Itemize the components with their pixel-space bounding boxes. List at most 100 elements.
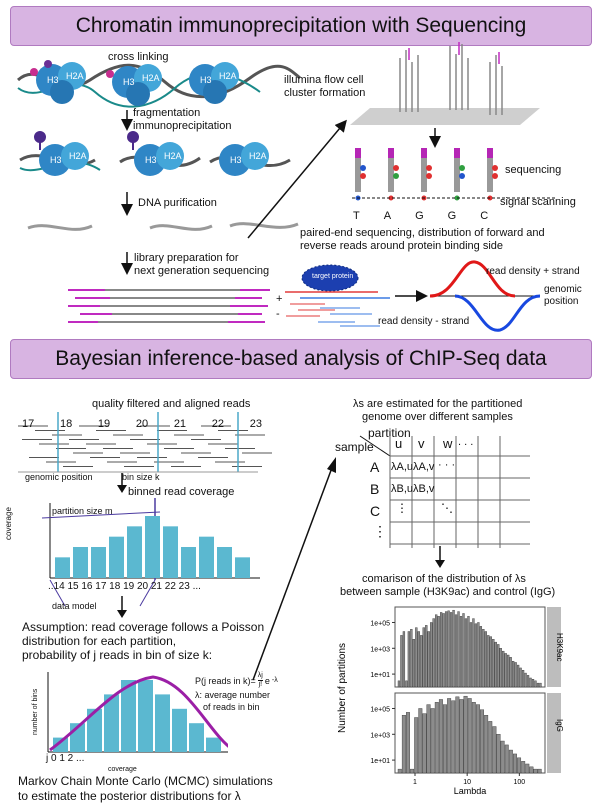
col-w: w (443, 436, 453, 451)
lambda-bar (500, 740, 505, 774)
lambda-bar (504, 653, 507, 688)
arrow-to-right (252, 457, 336, 681)
label-fragmentation: fragmentation (133, 107, 201, 119)
label-library-prep-1: library preparation for (134, 252, 239, 264)
lambda-bar (475, 704, 480, 774)
svg-text:H2A: H2A (219, 71, 237, 81)
lambda-bar (534, 680, 537, 688)
lambda-bar (479, 626, 483, 688)
lambda-bar (437, 616, 440, 688)
lambda-bar (451, 700, 456, 774)
lambda-bar (401, 715, 406, 774)
lambda-bar (497, 644, 500, 688)
lambda-bar (507, 654, 510, 688)
cell-c-w: ⋱ (441, 501, 453, 515)
svg-text:H2A: H2A (66, 71, 84, 81)
label-coverage-axis: coverage (4, 507, 13, 540)
nucleotide-dot (492, 165, 498, 171)
label-signal-scanning: signal scanning (500, 196, 576, 208)
coverage-bar (127, 526, 142, 578)
lambda-bar (529, 766, 534, 774)
base-0: T (353, 210, 360, 222)
poisson-bar (121, 680, 136, 752)
lambda-bar (536, 682, 540, 688)
y-tick-label: 1e+05 (370, 706, 390, 713)
lambda-bar (430, 708, 435, 774)
lambda-bar (463, 695, 468, 774)
lambda-bar (526, 675, 530, 688)
nucleosome: H3 H2A (39, 142, 89, 176)
row-more: ⋮ (373, 523, 387, 539)
flow-cell (350, 42, 540, 125)
y-tick-label: 1e+03 (370, 646, 390, 653)
svg-text:H2A: H2A (142, 73, 160, 83)
lambda-bar (489, 636, 492, 688)
nucleosome-row-2: H3 H2A H3 H2A H3 H2A (19, 131, 291, 176)
chip-diagram: H3 H2A H3 H2A H3 H2A H3 H2A H3 H2A H3 H2A (16, 42, 555, 332)
lambda-bar (531, 679, 535, 688)
lambda-bar (492, 726, 497, 774)
svg-text:H3: H3 (200, 75, 212, 85)
svg-text:H3: H3 (145, 155, 157, 165)
lambda-bar (504, 744, 509, 774)
cell-c-u: ⋮ (396, 501, 408, 515)
svg-text:H2A: H2A (164, 151, 182, 161)
sequencing-strands (355, 148, 498, 201)
title-banner-top: Chromatin immunoprecipitation with Seque… (10, 6, 592, 46)
lambda-bar (537, 768, 542, 774)
poisson-bar (206, 737, 221, 752)
label-binned-coverage: binned read coverage (128, 486, 235, 498)
label-lambdas-1: λs are estimated for the partitioned (353, 398, 523, 410)
coverage-histogram (41, 498, 260, 607)
lambda-bar (400, 635, 403, 688)
label-assumption-2: distribution for each partition, (22, 634, 177, 648)
poisson-bar (104, 694, 119, 752)
lambda-bar (406, 712, 410, 774)
strand-tag (454, 148, 460, 158)
nucleosome: H3 H2A (219, 142, 269, 176)
label-minus: - (276, 308, 280, 320)
poisson-bar (189, 723, 204, 752)
cell-a-v: λA,v (413, 461, 435, 473)
panel-label: IgG (555, 719, 564, 732)
lambda-bar (410, 629, 413, 688)
library-reads (68, 289, 270, 323)
base-2: G (415, 210, 424, 222)
lambda-bar (509, 657, 512, 688)
col-v: v (418, 436, 425, 451)
lambda-bar (484, 631, 487, 688)
cell-a-w: · · · (438, 459, 456, 471)
nucleosome: H3 H2A (112, 64, 162, 106)
strand-tag (355, 148, 361, 158)
lambda-bar (454, 614, 458, 688)
lambda-bar (472, 618, 475, 688)
lambda-bar (412, 639, 415, 688)
poisson-plot (47, 672, 228, 753)
label-illumina-2: cluster formation (284, 87, 366, 99)
lambda-bar (484, 715, 489, 774)
lambda-bar (457, 611, 460, 688)
lambda-bar (488, 721, 493, 774)
lambda-bar (440, 612, 443, 688)
poisson-bar (87, 708, 102, 752)
lambda-bar (427, 631, 430, 688)
title-banner-bottom: Bayesian inference-based analysis of ChI… (10, 339, 592, 379)
label-target-protein: target protein (312, 273, 354, 280)
lambda-bar (420, 635, 423, 688)
lambda-bar (521, 761, 526, 774)
y-tick-label: 1e+01 (370, 672, 390, 679)
lambda-bar (438, 699, 443, 774)
lambda-bar (482, 629, 485, 688)
antibody (34, 131, 46, 150)
lambda-bar (469, 622, 473, 688)
bin-label: 22 (211, 418, 225, 430)
lambda-bar (397, 768, 402, 774)
lambda-bar (471, 702, 476, 774)
lambda-bar (405, 680, 408, 688)
label-comparison-1: comarison of the distribution of λs (362, 573, 526, 585)
nucleotide-dot (459, 165, 465, 171)
x-tick-label: 1 (413, 779, 417, 786)
label-partition: partition (368, 426, 411, 440)
x-tick-label: 10 (463, 779, 471, 786)
lambda-bar (459, 699, 464, 774)
